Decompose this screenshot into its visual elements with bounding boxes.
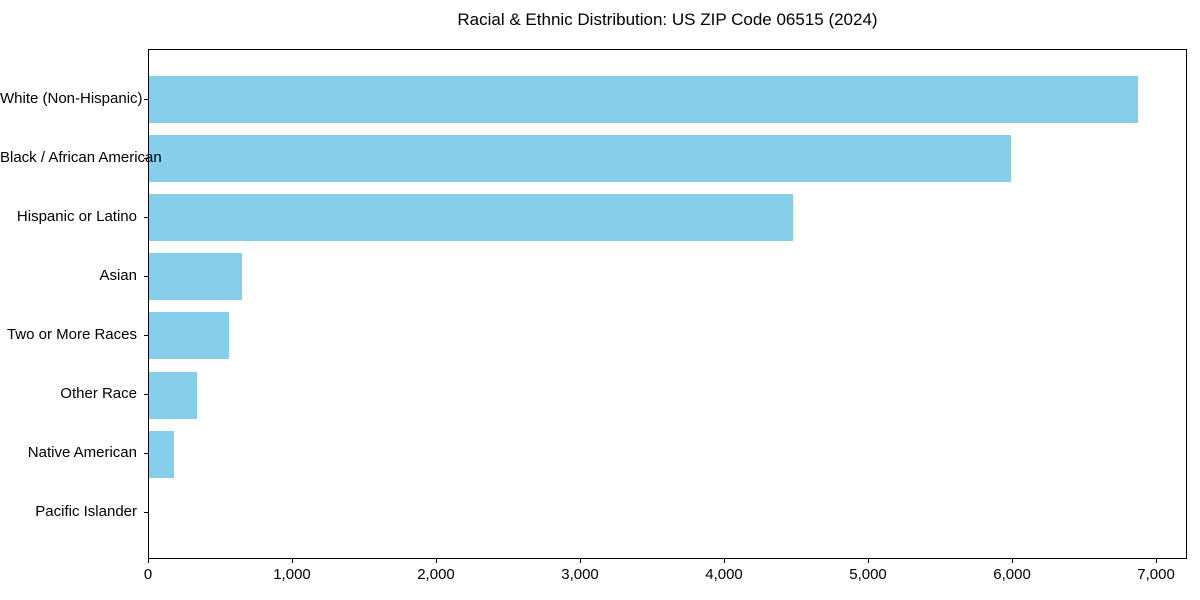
x-tick	[1155, 559, 1157, 563]
y-tick	[144, 394, 148, 395]
y-axis-label: Pacific Islander	[35, 503, 137, 521]
y-tick	[144, 216, 148, 218]
x-tick	[723, 559, 725, 563]
y-axis-label: Two or More Races	[6, 325, 137, 343]
x-tick-label: 5,000	[849, 566, 887, 583]
bar	[149, 312, 229, 360]
x-tick-label: 7,000	[1137, 566, 1175, 583]
y-tick	[144, 98, 148, 100]
y-axis-label: Other Race	[60, 385, 137, 402]
bar	[149, 76, 1138, 123]
bar	[149, 253, 242, 301]
y-tick	[144, 275, 148, 277]
chart-title: Racial & Ethnic Distribution: US ZIP Cod…	[457, 10, 878, 29]
x-tick-label: 0	[143, 566, 153, 583]
y-tick	[144, 157, 148, 159]
y-tick	[144, 512, 148, 514]
x-tick	[291, 559, 293, 563]
x-tick-label: 1,000	[273, 566, 311, 583]
x-tick-label: 2,000	[417, 566, 455, 583]
x-tick-label: 4,000	[705, 566, 743, 583]
bar	[149, 371, 198, 419]
x-tick	[579, 559, 581, 563]
y-tick	[144, 334, 148, 336]
x-tick	[147, 559, 149, 563]
x-tick	[1011, 559, 1013, 563]
y-axis-label: Black / African American	[0, 148, 162, 166]
y-axis-label: Hispanic or Latino	[16, 207, 137, 225]
bar	[149, 194, 793, 242]
y-axis-label: Asian	[99, 266, 137, 284]
y-axis-label: White (Non-Hispanic)	[0, 89, 143, 107]
x-tick	[435, 559, 437, 563]
x-tick	[867, 559, 869, 563]
plot-area	[148, 49, 1187, 559]
bar	[149, 430, 175, 478]
x-tick-label: 3,000	[561, 566, 599, 583]
bar	[149, 135, 1011, 183]
y-axis-label: Native American	[27, 444, 137, 462]
x-tick-label: 6,000	[993, 566, 1031, 583]
y-tick	[144, 453, 148, 455]
